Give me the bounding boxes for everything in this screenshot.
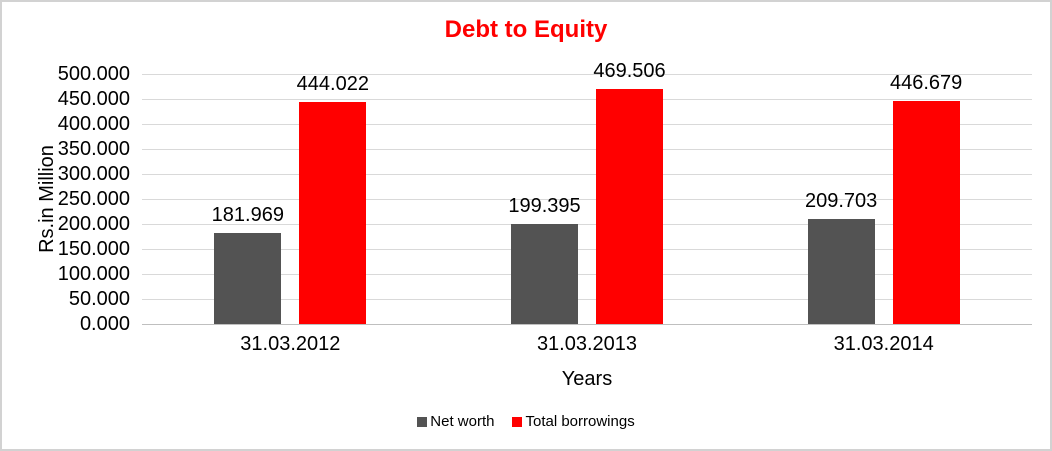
x-tick-label: 31.03.2013 bbox=[536, 333, 638, 355]
gridline bbox=[142, 249, 1032, 250]
bar-value-label: 209.703 bbox=[805, 190, 878, 213]
bar-value-label: 469.506 bbox=[593, 60, 666, 83]
bar-value-label: 199.395 bbox=[508, 195, 581, 218]
gridline bbox=[142, 99, 1032, 100]
y-tick-label: 150.000 bbox=[57, 238, 130, 260]
legend: Net worth Total borrowings bbox=[2, 408, 1050, 436]
bar-net-worth bbox=[214, 233, 282, 324]
gridline bbox=[142, 74, 1032, 75]
bar-total-borrowings bbox=[596, 89, 663, 324]
gridline bbox=[142, 299, 1032, 300]
y-tick-label: 300.000 bbox=[57, 163, 130, 185]
chart-title: Debt to Equity bbox=[444, 16, 608, 43]
y-tick-label: 450.000 bbox=[57, 88, 130, 110]
y-tick-label: 200.000 bbox=[57, 213, 130, 235]
bar-total-borrowings bbox=[892, 100, 960, 324]
legend-swatch bbox=[417, 417, 428, 427]
y-tick-label: 50.000 bbox=[68, 288, 130, 310]
gridline bbox=[142, 174, 1032, 175]
y-tick-label: 100.000 bbox=[57, 263, 130, 285]
bar-total-borrowings bbox=[299, 101, 367, 324]
x-tick-label: 31.03.2012 bbox=[240, 333, 341, 355]
gridline bbox=[142, 274, 1032, 275]
gridline bbox=[142, 124, 1032, 125]
gridline bbox=[142, 224, 1032, 225]
y-tick-label: 250.000 bbox=[57, 188, 130, 210]
y-tick-label: 500.000 bbox=[57, 63, 130, 85]
legend-item: Total borrowings bbox=[512, 408, 635, 436]
y-tick-label: 350.000 bbox=[57, 138, 130, 160]
bar-net-worth bbox=[807, 219, 875, 324]
x-axis-line bbox=[142, 324, 1032, 325]
bar-net-worth bbox=[511, 224, 578, 324]
x-axis-title: Years bbox=[561, 368, 613, 390]
y-tick-label: 400.000 bbox=[57, 113, 130, 135]
gridline bbox=[142, 149, 1032, 150]
gridline bbox=[142, 199, 1032, 200]
bar-value-label: 444.022 bbox=[296, 73, 369, 95]
x-tick-label: 31.03.2014 bbox=[833, 333, 934, 355]
bar-value-label: 446.679 bbox=[890, 71, 963, 94]
legend-swatch bbox=[512, 417, 523, 427]
legend-label: Net worth bbox=[430, 413, 495, 430]
bar-value-label: 181.969 bbox=[211, 204, 284, 226]
legend-item: Net worth bbox=[417, 408, 494, 436]
y-tick-label: 0.000 bbox=[79, 313, 130, 335]
legend-label: Total borrowings bbox=[525, 413, 635, 430]
plot-area: 181.969 444.022 31.03.2012 199.395 469.506 31… bbox=[142, 60, 1032, 355]
